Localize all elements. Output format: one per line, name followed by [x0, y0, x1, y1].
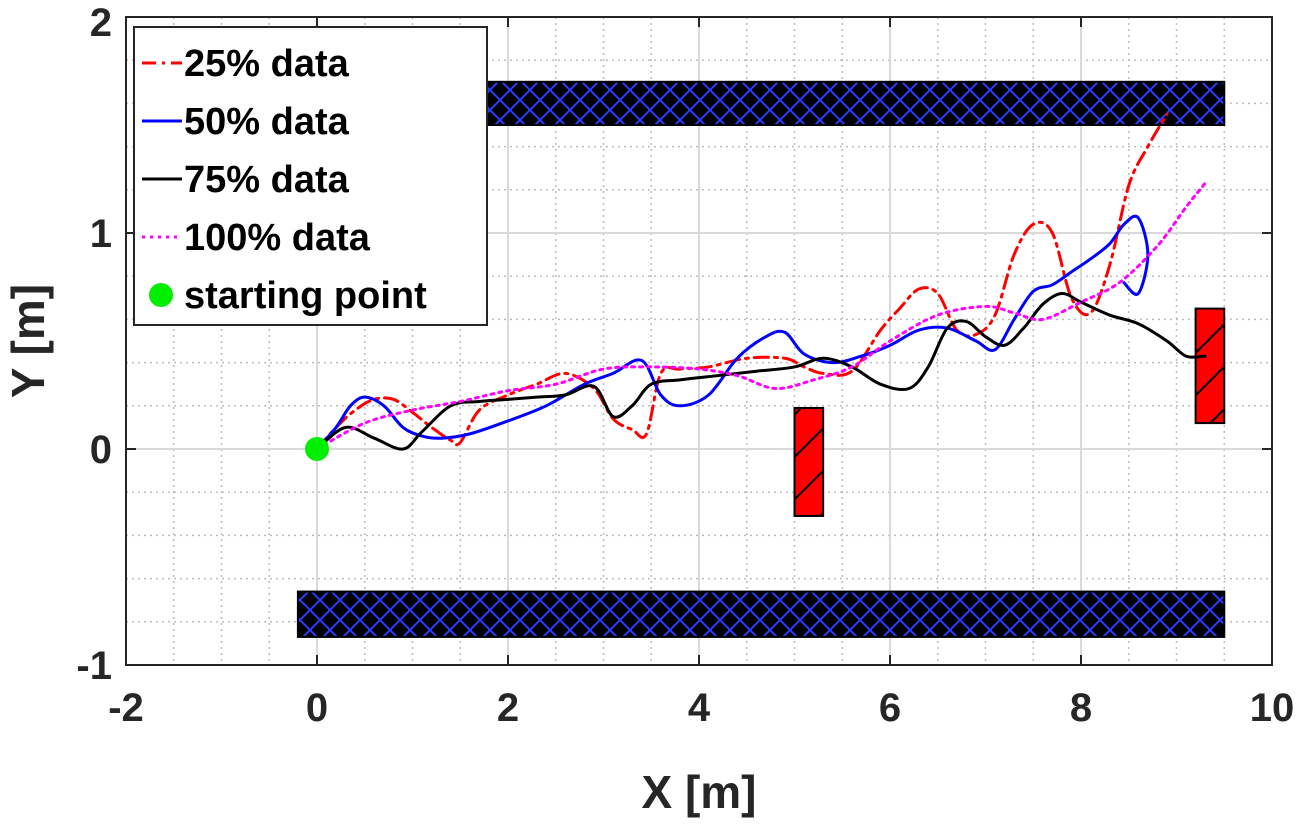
y-tick-label: 1 — [90, 212, 112, 256]
series-line-0 — [315, 112, 1169, 451]
x-tick-label: 6 — [879, 686, 901, 730]
y-tick-label: -1 — [76, 644, 112, 688]
x-tick-label: 10 — [1250, 686, 1295, 730]
legend-box — [133, 26, 488, 326]
x-axis-ticks: -2 0 2 4 6 8 10 — [108, 17, 1294, 730]
series-lines — [315, 112, 1207, 451]
x-tick-label: 4 — [688, 686, 711, 730]
legend-label: starting point — [184, 275, 427, 317]
starting-point-group — [305, 437, 329, 461]
y-axis-ticks: -1 0 1 2 — [76, 1, 1272, 688]
y-axis-label: Y [m] — [2, 284, 54, 398]
x-tick-label: -2 — [108, 686, 144, 730]
series-line-3 — [315, 181, 1207, 451]
box-obstacle — [1194, 307, 1226, 425]
legend: 25% data 50% data 75% data 100% data startin… — [133, 26, 488, 326]
series-line-2 — [315, 291, 1207, 451]
legend-starting-point-marker — [149, 283, 173, 307]
legend-label: 50% data — [184, 101, 350, 143]
box-obstacle — [793, 406, 825, 517]
x-tick-label: 2 — [497, 686, 519, 730]
x-axis-label: X [m] — [642, 766, 757, 818]
legend-label: 75% data — [184, 159, 350, 201]
y-tick-label: 0 — [90, 428, 112, 472]
x-tick-label: 8 — [1070, 686, 1092, 730]
wall-obstacle — [363, 80, 1226, 127]
y-tick-label: 2 — [90, 1, 112, 45]
obstacles — [296, 80, 1226, 638]
wall-obstacle — [296, 590, 1226, 638]
x-tick-label: 0 — [306, 686, 328, 730]
legend-label: 100% data — [184, 217, 371, 259]
starting-point-marker — [305, 437, 329, 461]
legend-label: 25% data — [184, 43, 350, 85]
series-line-1 — [315, 214, 1150, 451]
